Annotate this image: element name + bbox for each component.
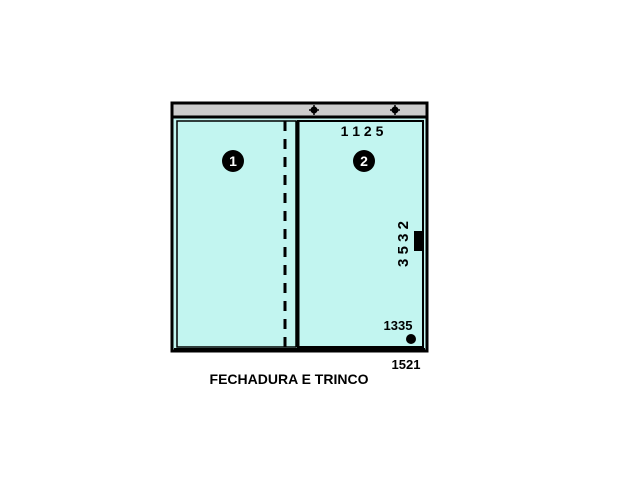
panel-2-number: 2 — [360, 153, 368, 169]
top-track — [170, 101, 429, 119]
roller-screw-left — [309, 105, 319, 115]
panel-1-badge: 1 — [222, 150, 244, 172]
caption: FECHADURA E TRINCO — [210, 371, 369, 387]
panel-1-number: 1 — [229, 153, 237, 169]
lock-latch-block — [414, 231, 424, 251]
bottom-code-label: 1521 — [392, 357, 421, 372]
top-code-label: 1 1 2 5 — [341, 123, 384, 139]
panel-2-glass — [297, 120, 424, 348]
handle-code-label: 1335 — [384, 318, 413, 333]
panel-2-badge: 2 — [353, 150, 375, 172]
roller-screw-right — [390, 105, 400, 115]
side-code-label: 3 5 3 2 — [395, 221, 412, 267]
handle-dot — [406, 334, 416, 344]
